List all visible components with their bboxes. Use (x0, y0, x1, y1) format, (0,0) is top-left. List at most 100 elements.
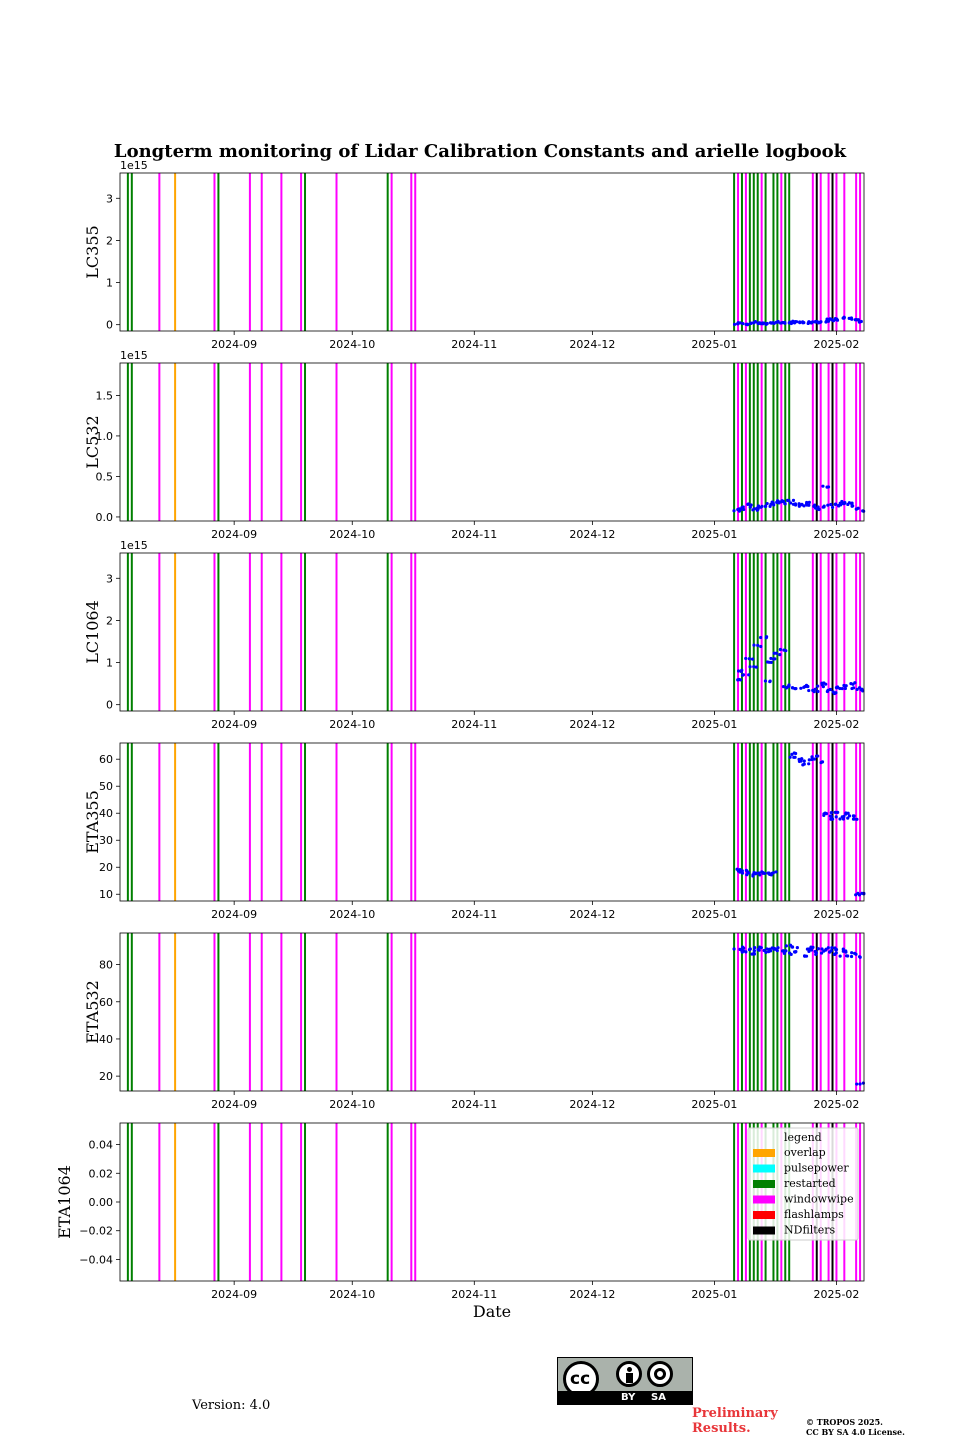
data-point (842, 316, 846, 320)
data-point (738, 870, 742, 874)
data-point (756, 504, 761, 508)
data-point (763, 679, 768, 683)
y-tick-label: 0.0 (96, 511, 114, 524)
data-point (861, 1081, 865, 1085)
data-point (802, 685, 806, 689)
data-point (850, 317, 854, 321)
data-point (761, 871, 765, 875)
data-point (838, 686, 842, 691)
event-lines (126, 363, 862, 521)
panel-lc1064: 0 1 2 3 1e15 LC1064 2024-09 2024-10 2024-11 2024-… (83, 539, 865, 731)
x-tick-label: 2024-10 (329, 908, 375, 921)
data-point (738, 321, 742, 325)
version-label: Version: 4.0 (192, 1398, 271, 1413)
data-point (752, 665, 756, 669)
data-point (732, 509, 736, 513)
y-tick-label: 0.00 (89, 1196, 114, 1209)
x-tick-label: 2024-11 (451, 338, 497, 351)
data-point (732, 322, 737, 326)
cc-by-label: BY (621, 1392, 636, 1403)
data-point (846, 502, 850, 507)
data-point (752, 949, 757, 953)
data-point (740, 673, 745, 677)
x-tick-label: 2024-11 (451, 718, 497, 731)
data-point (749, 321, 753, 325)
x-tick-label: 2024-09 (211, 528, 257, 541)
data-point (784, 949, 788, 953)
data-point (846, 954, 850, 958)
data-point (770, 871, 774, 875)
data-point (826, 503, 830, 507)
data-point (787, 684, 791, 688)
data-point (833, 810, 837, 814)
data-point (799, 759, 803, 763)
data-point (754, 665, 758, 669)
x-tick-label: 2024-10 (329, 338, 375, 351)
data-point (805, 503, 809, 507)
legend: legend overlap pulsepower restarted windowwi… (747, 1127, 859, 1241)
data-point (779, 321, 783, 325)
data-point (841, 949, 845, 953)
data-point (815, 507, 819, 511)
data-point (854, 952, 858, 956)
data-point (821, 484, 825, 488)
legend-label-restarted: restarted (784, 1177, 836, 1190)
data-point (792, 751, 796, 755)
data-point (816, 947, 820, 951)
x-tick-label: 2025-02 (813, 1288, 859, 1301)
event-lines (126, 933, 862, 1091)
data-point (740, 950, 744, 954)
y-tick-label: 1.0 (96, 430, 114, 443)
y-tick-label: 3 (106, 192, 113, 205)
data-point (851, 504, 855, 508)
x-tick-label: 2025-02 (813, 528, 859, 541)
data-point (840, 686, 844, 691)
series-lc355 (732, 315, 863, 327)
data-point (784, 944, 789, 948)
data-point (764, 636, 768, 640)
event-lines (126, 743, 862, 901)
data-point (855, 687, 859, 691)
data-point (806, 684, 810, 689)
data-point (829, 810, 833, 815)
data-point (763, 504, 768, 509)
data-point (744, 950, 748, 954)
data-point (769, 656, 773, 661)
x-tick-label: 2025-02 (813, 718, 859, 731)
data-point (811, 945, 815, 949)
data-point (858, 1082, 862, 1086)
y-tick-label: 3 (106, 572, 113, 585)
panel-lc355: 0 1 2 3 1e15 LC355 2024-09 2024-10 2024-11 2024-1… (83, 159, 865, 351)
y-tick-label: 30 (99, 834, 113, 847)
data-point (784, 649, 788, 653)
y-tick-label: 0.02 (89, 1167, 114, 1180)
data-point (768, 321, 773, 325)
data-point (811, 688, 816, 692)
data-point (807, 688, 811, 693)
data-point (807, 762, 811, 766)
legend-swatch-flashlamps (753, 1211, 775, 1219)
data-point (774, 870, 778, 874)
legend-swatch-NDfilters (753, 1226, 775, 1235)
data-point (816, 684, 820, 688)
data-point (793, 686, 797, 691)
data-point (820, 947, 824, 951)
x-tick-label: 2024-11 (451, 528, 497, 541)
cc-sa-label: SA (651, 1392, 666, 1403)
data-point (765, 321, 769, 326)
data-point (740, 871, 745, 875)
data-point (855, 318, 859, 322)
data-point (802, 759, 806, 763)
x-tick-label: 2024-09 (211, 908, 257, 921)
panel-eta355: 10 20 30 40 50 60 ETA355 2024-09 2024-10 2024-11 2… (83, 742, 866, 921)
data-point (838, 954, 842, 958)
data-point (857, 893, 862, 897)
y-tick-label: 1 (106, 657, 113, 670)
cc-license-badge[interactable]: cc BY SA (557, 1357, 693, 1405)
data-point (766, 871, 770, 875)
data-point (783, 502, 787, 506)
data-point (760, 504, 764, 508)
data-point (828, 814, 832, 818)
data-point (768, 680, 772, 684)
data-point (799, 686, 803, 690)
